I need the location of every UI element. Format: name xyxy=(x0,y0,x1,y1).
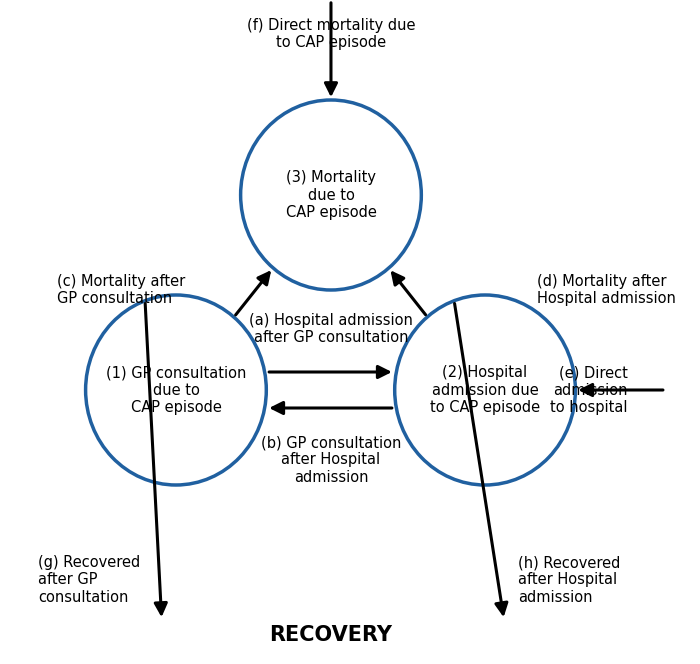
Circle shape xyxy=(241,100,421,290)
Text: (3) Mortality
due to
CAP episode: (3) Mortality due to CAP episode xyxy=(286,170,377,220)
Text: RECOVERY: RECOVERY xyxy=(270,625,393,645)
Circle shape xyxy=(85,295,266,485)
Text: (c) Mortality after
GP consultation: (c) Mortality after GP consultation xyxy=(57,274,186,306)
Circle shape xyxy=(395,295,575,485)
Text: (f) Direct mortality due
to CAP episode: (f) Direct mortality due to CAP episode xyxy=(246,18,415,50)
Text: (g) Recovered
after GP
consultation: (g) Recovered after GP consultation xyxy=(38,555,140,605)
Text: (b) GP consultation
after Hospital
admission: (b) GP consultation after Hospital admis… xyxy=(261,435,401,485)
Text: (e) Direct
admission
to hospital: (e) Direct admission to hospital xyxy=(550,365,628,415)
Text: (d) Mortality after
Hospital admission: (d) Mortality after Hospital admission xyxy=(538,274,676,306)
Text: (2) Hospital
admission due
to CAP episode: (2) Hospital admission due to CAP episod… xyxy=(430,365,540,415)
Text: (a) Hospital admission
after GP consultation: (a) Hospital admission after GP consulta… xyxy=(249,313,413,345)
Text: (1) GP consultation
due to
CAP episode: (1) GP consultation due to CAP episode xyxy=(106,365,246,415)
Text: (h) Recovered
after Hospital
admission: (h) Recovered after Hospital admission xyxy=(518,555,621,605)
